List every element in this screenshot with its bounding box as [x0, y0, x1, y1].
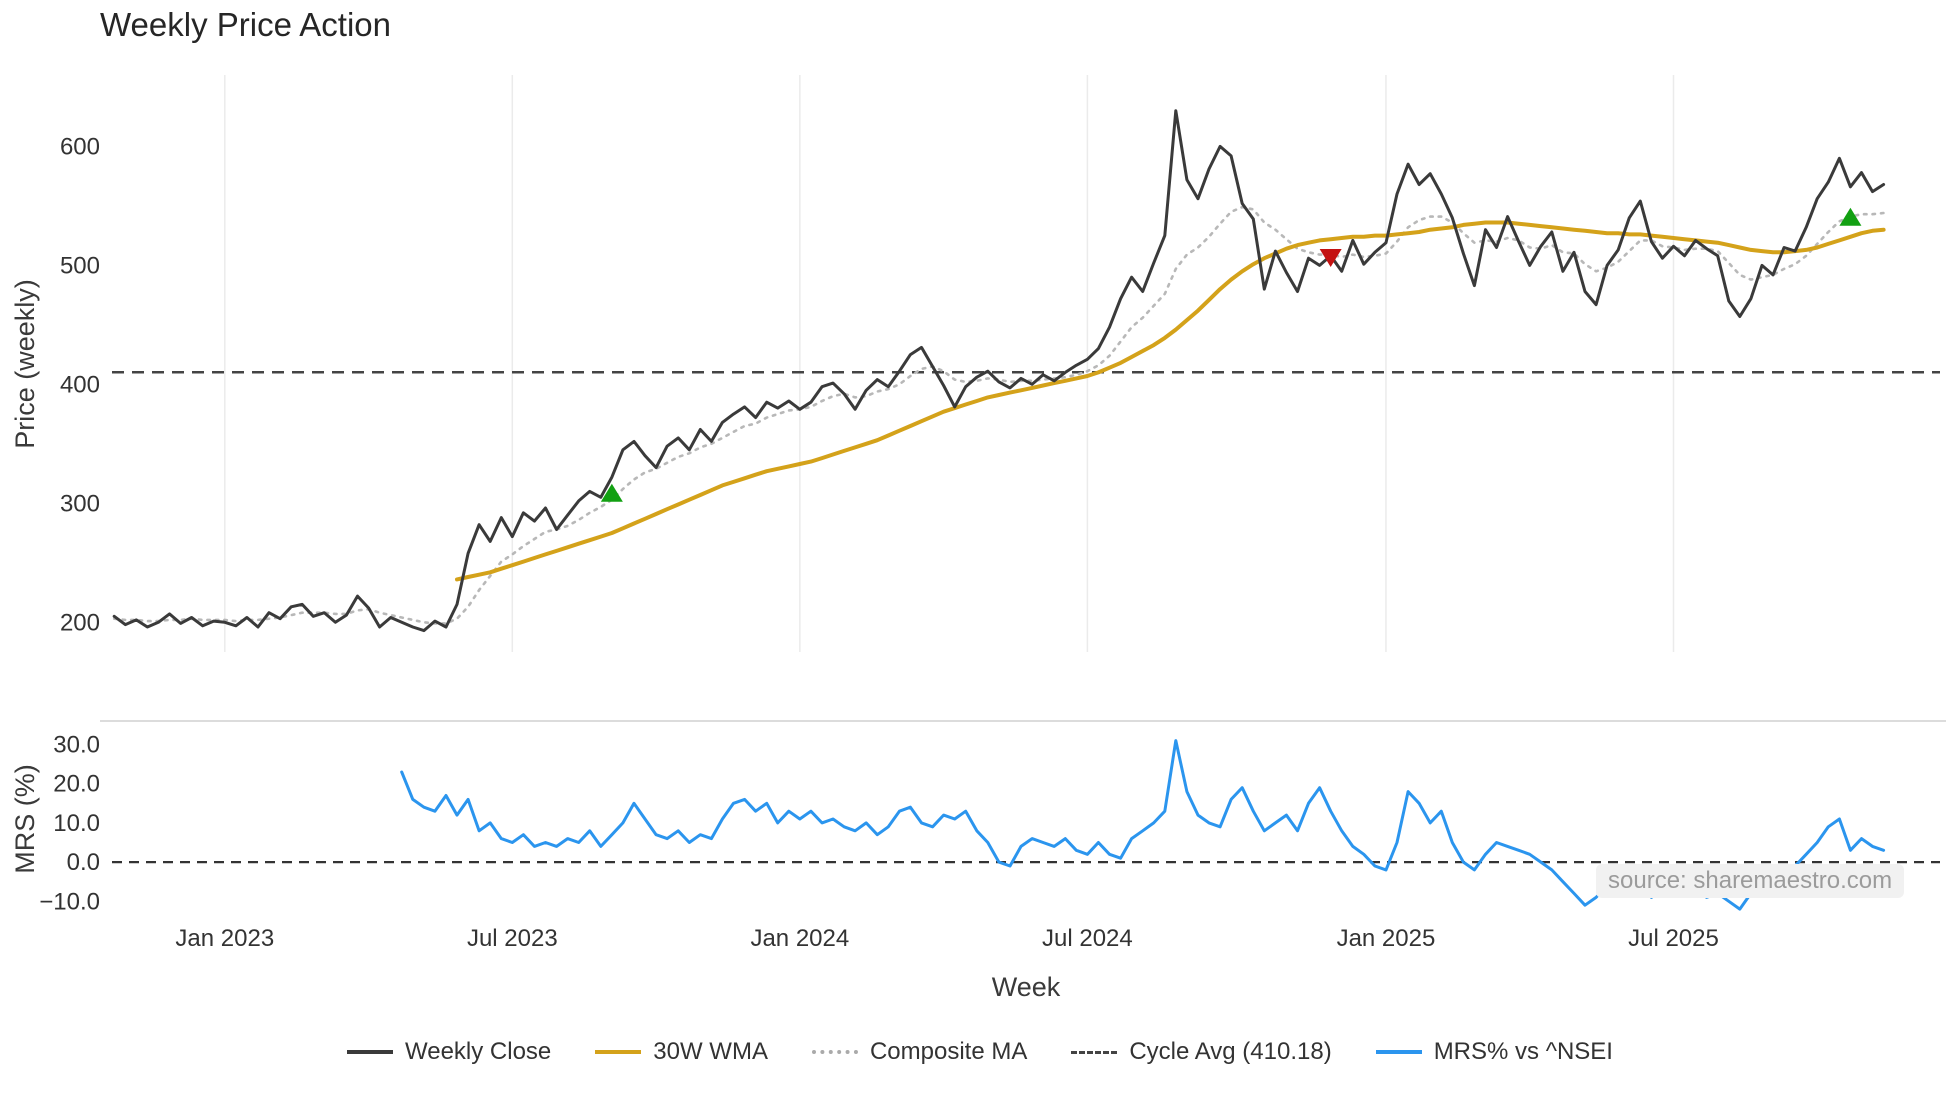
- mrs-ytick-label: 30.0: [53, 732, 100, 759]
- price-ytick-label: 600: [60, 133, 100, 160]
- y-axis-label-mrs: MRS (%): [10, 764, 40, 874]
- chart-plot-layers: 600 500 400 300 200 30.0 20.0 10.0 0.0 −10.0 Jan 2…: [39, 75, 1946, 952]
- x-tick-label: Jul 2025: [1628, 925, 1719, 952]
- legend-item: Composite MA: [811, 1038, 1028, 1066]
- legend-line-sample: [811, 1050, 858, 1054]
- x-tick-label: Jul 2023: [467, 925, 558, 952]
- chart-legend: Weekly Close 30W WMA Composite MA Cycle Avg…: [0, 1038, 1960, 1066]
- x-tick-label: Jan 2025: [1337, 925, 1436, 952]
- wma-30w-line: [455, 220, 1886, 582]
- mrs-ytick-label: 0.0: [67, 849, 100, 876]
- x-tick-label: Jan 2023: [175, 925, 274, 952]
- legend-label: Weekly Close: [405, 1038, 552, 1065]
- legend-line-sample: [347, 1050, 393, 1054]
- sell-signal-marker: [1319, 249, 1342, 268]
- legend-label: Composite MA: [869, 1038, 1028, 1065]
- price-ytick-label: 200: [60, 609, 100, 636]
- x-tick-label: Jul 2024: [1042, 925, 1133, 952]
- legend-line-sample: [595, 1050, 642, 1054]
- legend-item: Weekly Close: [347, 1038, 551, 1066]
- composite-ma-line: [112, 205, 1885, 625]
- legend-label: 30W WMA: [653, 1038, 768, 1065]
- mrs-ytick-label: 20.0: [53, 771, 100, 798]
- price-ytick-label: 500: [60, 252, 100, 279]
- legend-label: Cycle Avg (410.18): [1129, 1038, 1332, 1065]
- mrs-ytick-label: −10.0: [39, 888, 100, 915]
- legend-line-sample: [1375, 1050, 1422, 1054]
- legend-label: MRS% vs ^NSEI: [1433, 1038, 1613, 1065]
- mrs-ytick-label: 10.0: [53, 810, 100, 837]
- x-axis-label: Week: [992, 972, 1061, 1002]
- price-ytick-label: 400: [60, 371, 100, 398]
- legend-item: Cycle Avg (410.18): [1071, 1038, 1332, 1066]
- x-tick-label: Jan 2024: [750, 925, 849, 952]
- legend-line-sample: [1071, 1050, 1118, 1054]
- buy-signal-marker: [600, 483, 623, 502]
- buy-signal-marker: [1839, 207, 1862, 226]
- weekly-close-line: [112, 109, 1886, 633]
- legend-item: MRS% vs ^NSEI: [1375, 1038, 1613, 1066]
- price-ytick-label: 300: [60, 490, 100, 517]
- chart-title: Weekly Price Action: [100, 6, 392, 43]
- source-watermark: source: sharemaestro.com: [1596, 864, 1905, 898]
- legend-item: 30W WMA: [595, 1038, 768, 1066]
- y-axis-label-price: Price (weekly): [10, 279, 40, 449]
